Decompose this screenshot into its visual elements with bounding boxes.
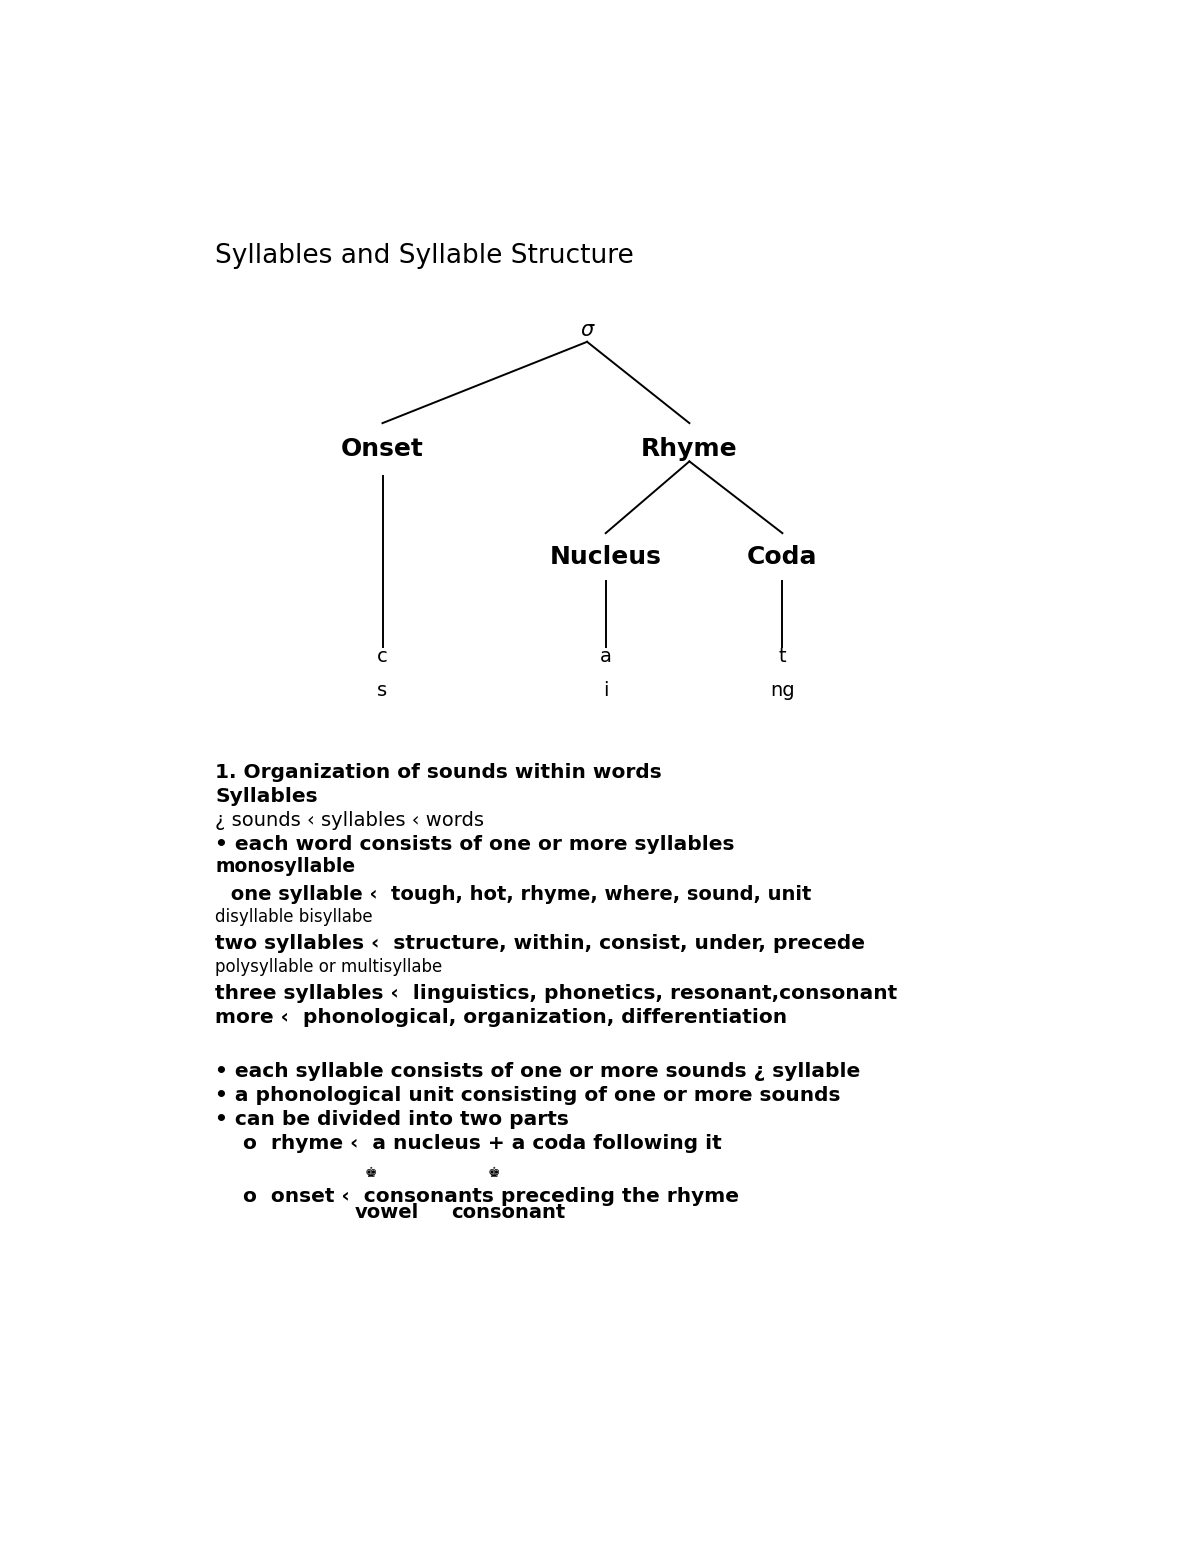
Text: i: i [602, 682, 608, 700]
Text: Syllables and Syllable Structure: Syllables and Syllable Structure [215, 242, 634, 269]
Text: • a phonological unit consisting of one or more sounds: • a phonological unit consisting of one … [215, 1086, 840, 1104]
Text: one syllable ‹  tough, hot, rhyme, where, sound, unit: one syllable ‹ tough, hot, rhyme, where,… [224, 885, 811, 904]
Text: c: c [377, 646, 388, 666]
Text: ♚: ♚ [488, 1166, 500, 1180]
Text: o  onset ‹  consonants preceding the rhyme: o onset ‹ consonants preceding the rhyme [242, 1188, 739, 1207]
Text: s: s [378, 682, 388, 700]
Text: 1. Organization of sounds within words: 1. Organization of sounds within words [215, 763, 662, 781]
Text: two syllables ‹  structure, within, consist, under, precede: two syllables ‹ structure, within, consi… [215, 933, 865, 954]
Text: Coda: Coda [748, 545, 817, 568]
Text: ♚: ♚ [364, 1166, 377, 1180]
Text: σ: σ [581, 320, 594, 340]
Text: • each word consists of one or more syllables: • each word consists of one or more syll… [215, 834, 734, 854]
Text: polysyllable or multisyllabe: polysyllable or multisyllabe [215, 958, 443, 977]
Text: three syllables ‹  linguistics, phonetics, resonant,consonant: three syllables ‹ linguistics, phonetics… [215, 985, 898, 1003]
Text: monosyllable: monosyllable [215, 857, 355, 876]
Text: t: t [779, 646, 786, 666]
Text: Nucleus: Nucleus [550, 545, 661, 568]
Text: • can be divided into two parts: • can be divided into two parts [215, 1109, 569, 1129]
Text: vowel: vowel [355, 1204, 419, 1222]
Text: Syllables: Syllables [215, 787, 318, 806]
Text: more ‹  phonological, organization, differentiation: more ‹ phonological, organization, diffe… [215, 1008, 787, 1027]
Text: Rhyme: Rhyme [641, 438, 738, 461]
Text: o  rhyme ‹  a nucleus + a coda following it: o rhyme ‹ a nucleus + a coda following i… [242, 1134, 721, 1152]
Text: disyllable bisyllabe: disyllable bisyllabe [215, 909, 373, 926]
Text: a: a [600, 646, 612, 666]
Text: ng: ng [770, 682, 794, 700]
Text: • each syllable consists of one or more sounds ¿ syllable: • each syllable consists of one or more … [215, 1062, 860, 1081]
Text: consonant: consonant [451, 1204, 565, 1222]
Text: Onset: Onset [341, 438, 424, 461]
Text: ¿ sounds ‹ syllables ‹ words: ¿ sounds ‹ syllables ‹ words [215, 811, 484, 829]
